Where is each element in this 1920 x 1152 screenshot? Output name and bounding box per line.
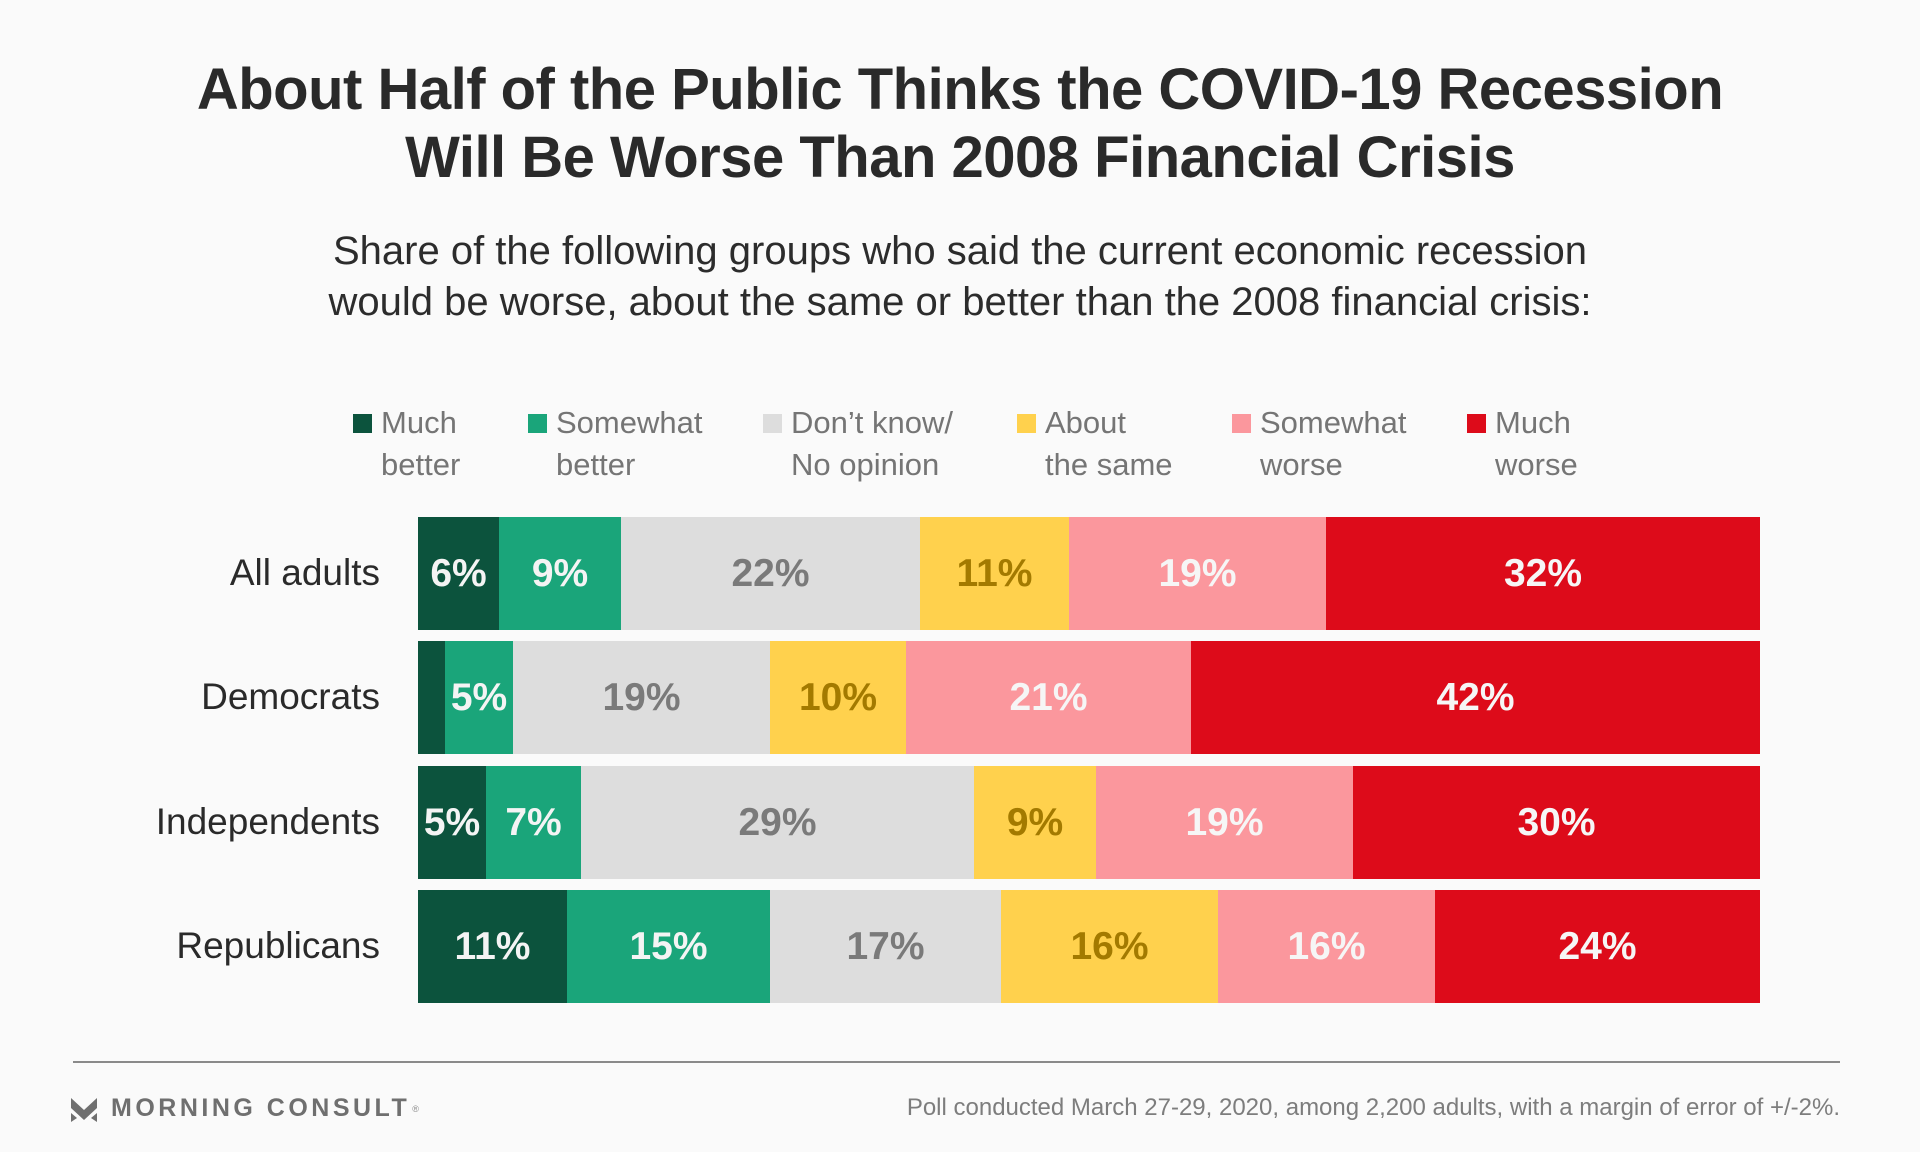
category-label: Republicans	[176, 924, 380, 966]
stacked-bar: 11% 15% 17% 16% 16% 24%	[418, 890, 1760, 1003]
bar-segment: 9%	[499, 517, 621, 630]
brand-name: MORNING CONSULT	[111, 1094, 411, 1122]
bar-segment: 5%	[445, 641, 513, 754]
data-label: 7%	[505, 800, 562, 844]
data-label: 42%	[1436, 675, 1515, 719]
chart-subtitle-line-2: would be worse, about the same or better…	[328, 280, 1592, 324]
bar-segment: 21%	[906, 641, 1191, 754]
data-label: 32%	[1503, 551, 1583, 595]
bar-segment: 11%	[418, 890, 567, 1003]
legend-swatch-icon	[763, 414, 782, 433]
chart-subtitle-line-1: Share of the following groups who said t…	[332, 229, 1588, 273]
bar-segment: 6%	[418, 517, 499, 630]
data-label: 15%	[629, 924, 708, 968]
legend-item: Somewhat worse	[1232, 402, 1406, 486]
data-label: 16%	[1070, 924, 1149, 968]
footnote: Poll conducted March 27-29, 2020, among …	[906, 1094, 1840, 1121]
brand-logo: MORNING CONSULT ®	[71, 1094, 419, 1123]
chart-title: About Half of the Public Thinks the COVI…	[0, 56, 1920, 192]
bar-segment: 42%	[1191, 641, 1760, 754]
legend-label: Somewhat worse	[1260, 405, 1407, 482]
bar-segment: 19%	[1069, 517, 1326, 630]
legend-item: Don’t know/No opinion	[763, 402, 953, 486]
bar-segment: 17%	[770, 890, 1001, 1003]
legend-label: Don’t know/No opinion	[791, 405, 953, 482]
bar-segment: 16%	[1001, 890, 1218, 1003]
data-label: 6%	[430, 551, 487, 595]
category-label: Independents	[155, 800, 380, 842]
bar-segment: 15%	[567, 890, 770, 1003]
data-label: 10%	[798, 675, 878, 719]
data-label: 19%	[602, 675, 681, 719]
bar-segment: 11%	[920, 517, 1069, 630]
data-label: 21%	[1009, 675, 1088, 719]
morning-consult-logo-icon	[71, 1097, 97, 1122]
legend-label: About the same	[1045, 405, 1173, 482]
chart-title-line-1: About Half of the Public Thinks the COVI…	[196, 57, 1724, 122]
registered-mark-icon: ®	[412, 1103, 419, 1114]
legend-label: Much worse	[1495, 405, 1578, 482]
legend-swatch-icon	[353, 414, 372, 433]
stacked-bar: 6% 9% 22% 11% 19% 32%	[418, 517, 1760, 630]
legend-item: Somewhat better	[528, 402, 702, 486]
data-label: 22%	[731, 551, 810, 595]
bar-segment: 9%	[974, 766, 1096, 879]
data-label: 19%	[1158, 551, 1237, 595]
legend-label: Much better	[381, 405, 461, 482]
stacked-bar: 5% 19% 10% 21% 42%	[418, 641, 1760, 754]
legend-item: About the same	[1017, 402, 1173, 486]
legend-item: Much worse	[1467, 402, 1578, 486]
chart-subtitle: Share of the following groups who said t…	[0, 226, 1920, 328]
legend-label: Somewhat better	[556, 405, 703, 482]
bar-segment: 5%	[418, 766, 486, 879]
legend-swatch-icon	[1467, 414, 1486, 433]
bar-segment: 30%	[1353, 766, 1760, 879]
data-label: 5%	[423, 800, 481, 844]
bar-segment: 10%	[770, 641, 906, 754]
data-label: 16%	[1287, 924, 1366, 968]
data-label: 29%	[738, 800, 817, 844]
bar-segment: 16%	[1218, 890, 1435, 1003]
data-label: 9%	[531, 551, 589, 595]
bar-segment: 32%	[1326, 517, 1760, 630]
legend-swatch-icon	[1017, 414, 1036, 433]
category-label: All adults	[229, 551, 380, 593]
data-label: 24%	[1558, 924, 1637, 968]
legend-item: Much better	[353, 402, 460, 486]
bar-segment: 29%	[581, 766, 974, 879]
legend: Much better Somewhat better Don’t know/No op…	[0, 402, 1920, 492]
data-label: 11%	[454, 924, 531, 968]
category-label: Democrats	[201, 675, 380, 717]
data-label: 11%	[956, 551, 1033, 595]
legend-swatch-icon	[528, 414, 547, 433]
bar-segment	[418, 641, 445, 754]
legend-swatch-icon	[1232, 414, 1251, 433]
data-label: 9%	[1006, 800, 1064, 844]
bar-segment: 22%	[621, 517, 920, 630]
data-label: 17%	[846, 924, 925, 968]
data-label: 30%	[1517, 800, 1596, 844]
bar-segment: 7%	[486, 766, 581, 879]
footer-divider	[73, 1061, 1840, 1063]
data-label: 5%	[450, 675, 508, 719]
bar-segment: 19%	[1096, 766, 1353, 879]
bar-segment: 19%	[513, 641, 770, 754]
bar-segment: 24%	[1435, 890, 1760, 1003]
stacked-bar: 5% 7% 29% 9% 19% 30%	[418, 766, 1760, 879]
data-label: 19%	[1185, 800, 1264, 844]
chart-title-line-2: Will Be Worse Than 2008 Financial Crisis	[405, 125, 1515, 190]
